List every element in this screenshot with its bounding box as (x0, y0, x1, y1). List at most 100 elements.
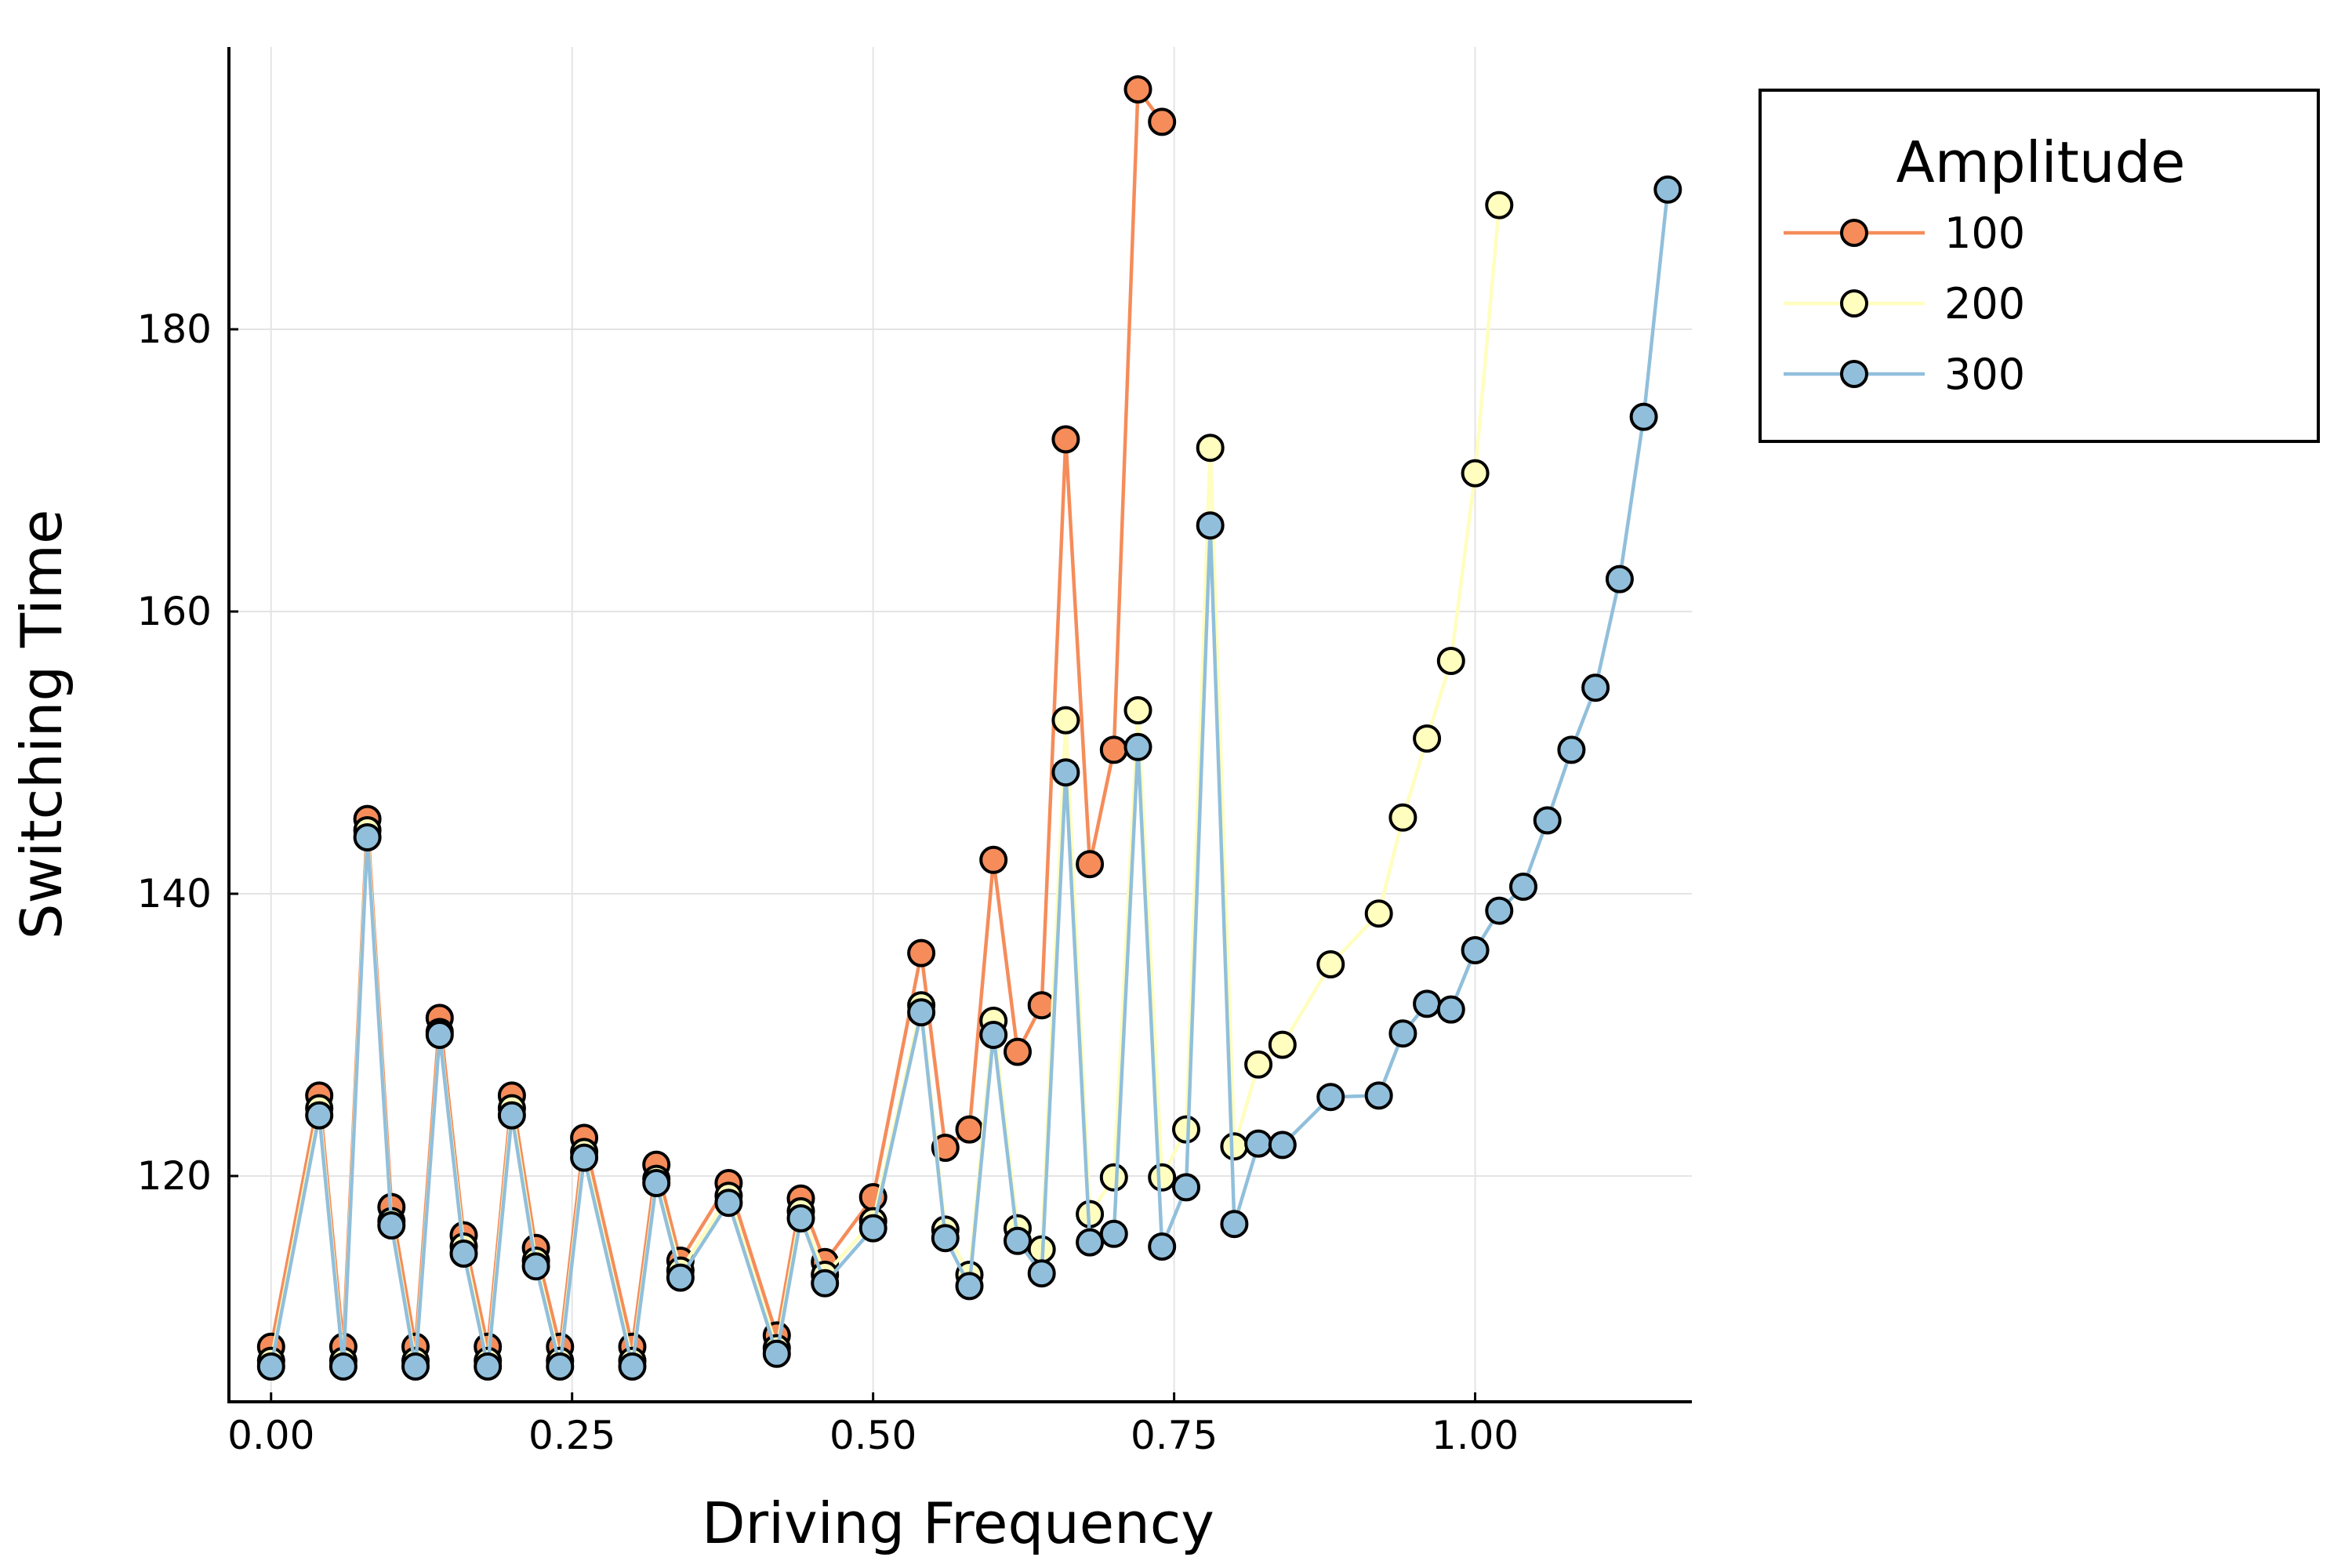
data-point (786, 1204, 815, 1232)
axes (227, 47, 1692, 1403)
data-point (1123, 75, 1152, 103)
data-point (1196, 511, 1225, 540)
legend-title: Amplitude (1896, 129, 2186, 195)
data-point (1461, 459, 1490, 488)
x-axis-label: Driving Frequency (702, 1490, 1214, 1556)
data-point (1123, 696, 1152, 724)
x-tick-label: 0.75 (1131, 1413, 1218, 1458)
data-point (1557, 735, 1586, 764)
data-point (425, 1021, 454, 1049)
y-tick-label: 180 (137, 307, 212, 352)
legend-label: 200 (1944, 279, 2025, 328)
series-line-300 (269, 189, 1670, 1369)
data-point (979, 1021, 1008, 1049)
data-point (955, 1272, 984, 1301)
data-point (1172, 1115, 1200, 1144)
data-point (570, 1143, 599, 1172)
series-line-100 (269, 87, 1164, 1349)
data-point (1461, 936, 1490, 964)
data-point (474, 1352, 503, 1381)
data-point (931, 1134, 960, 1162)
data-point (1051, 758, 1080, 787)
x-tick-label: 0.00 (227, 1413, 314, 1458)
y-tick-label: 160 (137, 589, 212, 634)
data-point (1027, 1259, 1056, 1288)
data-point (1051, 425, 1080, 454)
data-point (1268, 1030, 1297, 1059)
data-point (1172, 1173, 1200, 1202)
y-tick-label: 140 (137, 871, 212, 916)
data-point (955, 1115, 984, 1144)
data-point (1027, 991, 1056, 1020)
data-point (1076, 850, 1105, 879)
data-point (1123, 732, 1152, 761)
data-point (618, 1352, 647, 1381)
data-point (353, 823, 382, 851)
legend-marker (1840, 289, 1868, 318)
data-point (1413, 724, 1442, 753)
legend-marker (1840, 360, 1868, 388)
data-point (1244, 1129, 1273, 1158)
x-tick-label: 0.50 (829, 1413, 916, 1458)
series-300 (256, 175, 1682, 1381)
data-point (1364, 1081, 1393, 1110)
series-layer (256, 75, 1682, 1381)
legend-entry-100: 100 (1784, 209, 2025, 258)
y-axis-label: Switching Time (9, 510, 74, 939)
axis-frame (227, 47, 1692, 1403)
data-point (1388, 803, 1417, 832)
data-point (1099, 735, 1128, 764)
data-point (1004, 1226, 1032, 1255)
ticks: 0.00 0.25 0.50 0.75 1.00 120 140 160 180 (137, 307, 1519, 1458)
data-point (1316, 1083, 1345, 1112)
data-point (1099, 1163, 1128, 1192)
data-point (1220, 1210, 1249, 1239)
data-point (1485, 191, 1514, 220)
legend-entries: 100 200 300 (1784, 209, 2025, 399)
grid (229, 47, 1692, 1402)
data-point (401, 1352, 430, 1381)
data-point (1413, 989, 1442, 1018)
data-point (1220, 1132, 1249, 1161)
legend-entry-200: 200 (1784, 279, 2025, 328)
data-point (931, 1224, 960, 1253)
data-point (1148, 1232, 1177, 1261)
data-point (1004, 1037, 1032, 1066)
y-tick-label: 120 (137, 1153, 212, 1199)
data-point (642, 1169, 671, 1197)
legend-label: 100 (1944, 209, 2025, 258)
data-point (979, 845, 1008, 874)
data-point (1605, 564, 1634, 593)
data-point (449, 1240, 478, 1268)
data-point (1076, 1228, 1105, 1257)
data-point (666, 1263, 695, 1292)
x-tick-label: 1.00 (1432, 1413, 1519, 1458)
data-point (907, 938, 936, 967)
data-point (811, 1269, 840, 1298)
data-point (1436, 995, 1465, 1024)
data-point (1268, 1131, 1297, 1160)
data-point (1436, 647, 1465, 675)
data-point (256, 1352, 285, 1381)
data-point (497, 1101, 526, 1130)
data-point (328, 1352, 358, 1381)
data-point (1629, 402, 1658, 431)
data-point (1148, 1163, 1177, 1192)
data-point (1509, 873, 1537, 901)
data-point (858, 1214, 887, 1243)
data-point (1196, 434, 1225, 463)
data-point (521, 1252, 550, 1281)
data-point (1581, 673, 1610, 702)
legend: Amplitude 100 200 300 (1759, 89, 2320, 443)
series-100 (256, 75, 1177, 1361)
x-tick-label: 0.25 (528, 1413, 615, 1458)
data-point (1653, 175, 1682, 204)
data-point (1244, 1050, 1273, 1079)
data-point (1099, 1219, 1128, 1248)
data-point (1485, 896, 1514, 925)
data-point (907, 998, 936, 1027)
legend-marker (1840, 219, 1868, 247)
data-point (1364, 899, 1393, 928)
data-point (1051, 706, 1080, 735)
